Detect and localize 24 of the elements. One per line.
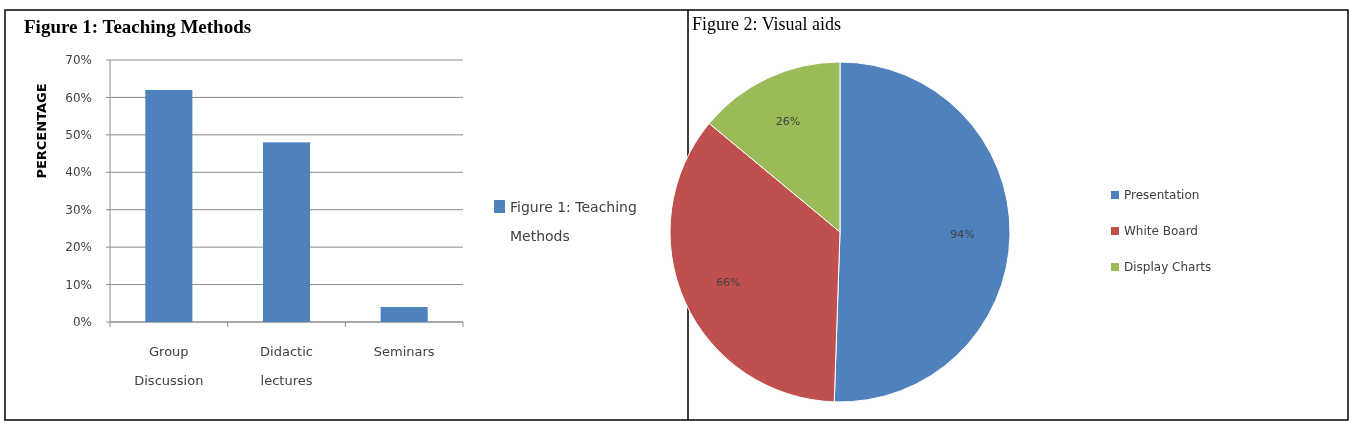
- chart-title: Figure 2: Visual aids: [692, 14, 842, 34]
- y-tick-label: 0%: [72, 315, 92, 330]
- bar: [380, 307, 428, 322]
- data-label: 66%: [716, 276, 741, 290]
- x-tick-label: Group Discussion: [134, 344, 204, 388]
- legend-label: Display Charts: [1124, 260, 1212, 274]
- bar: [145, 89, 193, 322]
- y-tick-label: 50%: [65, 128, 92, 143]
- y-tick-label: 10%: [65, 277, 92, 292]
- bar: [262, 142, 311, 322]
- y-axis-title: PERCENTAGE: [34, 83, 49, 179]
- y-tick-label: 40%: [65, 165, 92, 180]
- y-tick-label: 30%: [65, 202, 92, 217]
- data-label: 26%: [775, 115, 801, 129]
- y-tick-label: 20%: [65, 240, 92, 255]
- x-tick-label: Didactic lectures: [260, 344, 313, 388]
- data-label: 94%: [950, 227, 975, 241]
- legend-label: White Board: [1124, 224, 1198, 238]
- y-tick-label: 60%: [65, 90, 92, 105]
- x-tick-label: Seminars: [373, 344, 435, 359]
- legend-label: Presentation: [1124, 188, 1200, 202]
- chart-title: Figure 1: Teaching Methods: [24, 16, 252, 37]
- y-tick-label: 70%: [65, 53, 92, 68]
- legend-label: Figure 1: Teaching Methods: [510, 199, 637, 244]
